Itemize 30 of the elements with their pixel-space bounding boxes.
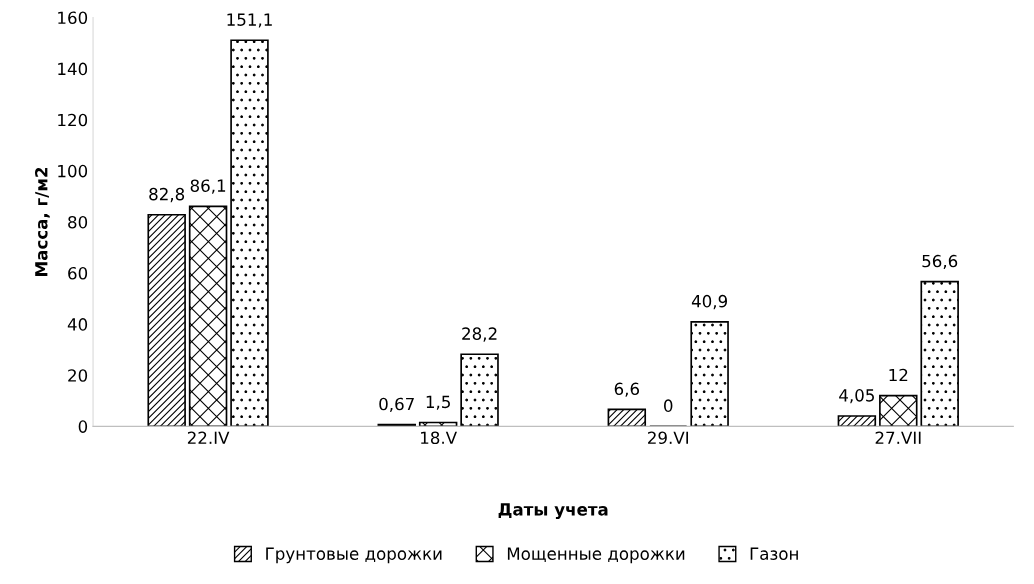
y-tick-label: 140 (58, 62, 88, 76)
y-tick-label: 160 (58, 11, 88, 25)
data-label: 0,67 (379, 397, 414, 412)
y-tick-label: 60 (68, 266, 88, 280)
y-tick-label: 100 (58, 164, 88, 178)
y-axis-title: Масса, г/м2 (34, 167, 50, 276)
x-tick-label: 22.IV (187, 431, 230, 444)
x-tick-label: 29.VI (648, 431, 688, 445)
data-label: 28,2 (462, 327, 497, 342)
y-tick-label: 20 (68, 369, 88, 382)
data-label: 12 (889, 368, 908, 382)
data-label: 86,1 (190, 179, 226, 194)
data-label: 151,1 (227, 13, 272, 28)
x-tick-label: 27.VII (875, 431, 921, 444)
data-label: 1,5 (426, 395, 450, 410)
x-axis-title: Даты учета (498, 503, 608, 519)
data-label: 6,6 (614, 382, 640, 397)
data-label: 0 (664, 399, 673, 412)
y-tick-label: 80 (68, 215, 88, 229)
x-tick-label: 18.V (421, 431, 457, 445)
y-tick-label: 0 (78, 420, 88, 433)
data-label: 4,05 (839, 389, 874, 404)
y-tick-label: 120 (58, 113, 88, 127)
legend-label: Грунтовые дорожки (266, 547, 442, 564)
data-label: 56,6 (922, 254, 958, 270)
data-label: 82,8 (149, 187, 185, 203)
y-tick-label: 40 (67, 318, 88, 331)
legend-label: Газон (750, 547, 798, 560)
data-label: 40,9 (691, 294, 728, 310)
legend-label: Мощенные дорожки (507, 547, 685, 564)
